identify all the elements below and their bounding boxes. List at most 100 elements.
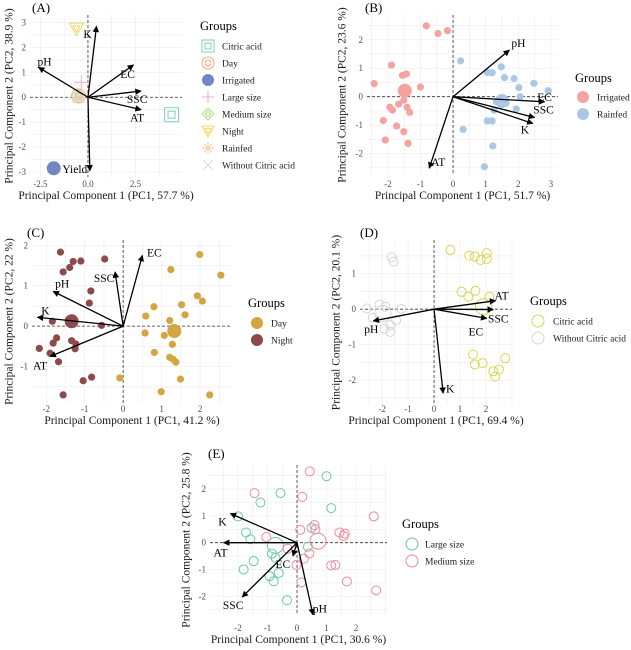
loading-label: AT bbox=[214, 548, 228, 560]
data-point bbox=[544, 87, 552, 95]
loading-label: EC bbox=[147, 247, 162, 259]
data-point bbox=[443, 27, 452, 35]
data-point bbox=[198, 297, 206, 305]
legend-symbol bbox=[201, 56, 215, 70]
legend: Groups Citric acid Without Citric acid bbox=[530, 294, 626, 345]
y-tick-label: -1 bbox=[356, 120, 364, 130]
data-point bbox=[157, 388, 165, 396]
data-point bbox=[282, 543, 293, 554]
series-night bbox=[68, 22, 85, 37]
data-point bbox=[338, 530, 349, 541]
x-axis-title: Principal Component 1 (PC1, 41.2 %) bbox=[44, 415, 220, 427]
data-point bbox=[304, 466, 315, 477]
loading-arrow-k bbox=[452, 96, 534, 125]
loading-arrow-ssc bbox=[452, 96, 536, 120]
loading-arrow-at bbox=[428, 96, 454, 169]
loading-label: EC bbox=[276, 559, 291, 571]
data-point bbox=[400, 96, 408, 104]
loading-arrow-ssc bbox=[241, 542, 298, 598]
triangle bbox=[201, 125, 215, 139]
data-point bbox=[500, 74, 509, 82]
y-tick-label: -2 bbox=[19, 142, 27, 152]
loading-label: K bbox=[521, 124, 530, 136]
loading-label: K bbox=[218, 516, 227, 528]
plus-stroke bbox=[202, 91, 214, 103]
loading-arrow-ph bbox=[372, 308, 435, 323]
data-point bbox=[326, 503, 337, 514]
data-point bbox=[69, 257, 77, 266]
data-point bbox=[516, 93, 524, 101]
loading-arrow-ec bbox=[122, 254, 144, 327]
group-centroid-point bbox=[164, 107, 180, 123]
x-tick-label: -1 bbox=[417, 179, 425, 189]
y-tick-label: 1 bbox=[359, 63, 364, 73]
y-tick-label: -3 bbox=[19, 167, 27, 177]
y-tick-label: 1 bbox=[202, 511, 207, 521]
legend-title: Groups bbox=[575, 71, 612, 85]
legend-label: Medium size bbox=[425, 558, 474, 568]
loading-label: SSC bbox=[94, 273, 115, 285]
data-point bbox=[463, 291, 474, 302]
loading-label: AT bbox=[130, 113, 144, 125]
legend-label: Large size bbox=[222, 94, 261, 104]
loading-label: pH bbox=[511, 38, 525, 50]
y-tick-label: 0 bbox=[352, 304, 357, 314]
legend-symbol bbox=[201, 125, 215, 139]
x-tick-label: 0 bbox=[432, 404, 437, 414]
data-point bbox=[273, 567, 284, 578]
data-point bbox=[275, 488, 286, 499]
outer-ring bbox=[201, 56, 215, 70]
data-point bbox=[422, 22, 430, 30]
data-point bbox=[35, 344, 43, 352]
data-point bbox=[255, 497, 266, 508]
x-tick-label: -2 bbox=[384, 179, 392, 189]
y-axis-title: Principal Component 2 (PC2, 20.1 %) bbox=[331, 235, 343, 411]
data-point bbox=[374, 299, 385, 310]
data-point bbox=[142, 312, 150, 320]
group-centroid-point bbox=[68, 22, 85, 37]
legend-label: Rainfed bbox=[222, 144, 252, 155]
data-point bbox=[400, 128, 408, 136]
panel-label: (E) bbox=[208, 446, 225, 461]
group-centroid-point bbox=[309, 532, 327, 550]
legend: Groups Irrigated Rainfed bbox=[575, 71, 630, 121]
data-point bbox=[381, 136, 389, 144]
legend-label: Rainfed bbox=[597, 110, 627, 121]
data-point bbox=[371, 585, 382, 596]
panel-d: -2 -1 0 1 2 -2 -1 0 1 AT SSC EC pH K Principal Compone… bbox=[331, 225, 627, 427]
loading-label: K bbox=[41, 305, 50, 317]
loading-arrow-ph bbox=[296, 542, 315, 616]
loading-label: K bbox=[83, 29, 92, 41]
y-tick-label: 2 bbox=[22, 42, 27, 52]
data-point bbox=[85, 299, 93, 307]
legend-symbol bbox=[531, 314, 545, 328]
legend-label: Medium size bbox=[222, 111, 271, 121]
x-tick-label: 2 bbox=[516, 179, 521, 189]
data-point bbox=[326, 560, 337, 571]
panel-a: -2.5 0.0 2.5 -3 -2 -1 0 1 2 3 KpH EC SSC AT Yield Princ… bbox=[4, 0, 296, 202]
x-axis-title: Principal Component 1 (PC1, 69.4 %) bbox=[348, 415, 524, 427]
legend-label: Night bbox=[271, 337, 293, 347]
series-citric-acid bbox=[164, 107, 180, 123]
data-point bbox=[339, 528, 350, 539]
loading-arrow-at bbox=[87, 96, 142, 112]
y-tick-label: -1 bbox=[21, 362, 29, 372]
data-point bbox=[370, 80, 378, 88]
data-point bbox=[166, 316, 174, 325]
data-point bbox=[512, 105, 520, 113]
data-point bbox=[469, 359, 480, 370]
data-point bbox=[379, 117, 387, 125]
legend-symbol bbox=[202, 91, 214, 103]
loading-arrow-ec bbox=[87, 64, 135, 98]
x-tick-label: -1 bbox=[264, 623, 272, 633]
asterisk-stroke bbox=[202, 142, 214, 154]
y-tick-label: 2 bbox=[24, 240, 29, 250]
y-tick-label: 1 bbox=[22, 67, 27, 77]
y-tick-label: 3 bbox=[22, 17, 27, 27]
data-point bbox=[141, 329, 149, 337]
x-tick-label: 1 bbox=[324, 623, 329, 633]
x-tick-label: -1 bbox=[404, 404, 412, 414]
loading-arrow-yield bbox=[86, 97, 93, 172]
data-point bbox=[481, 253, 492, 264]
loading-arrow-ec bbox=[453, 96, 546, 105]
